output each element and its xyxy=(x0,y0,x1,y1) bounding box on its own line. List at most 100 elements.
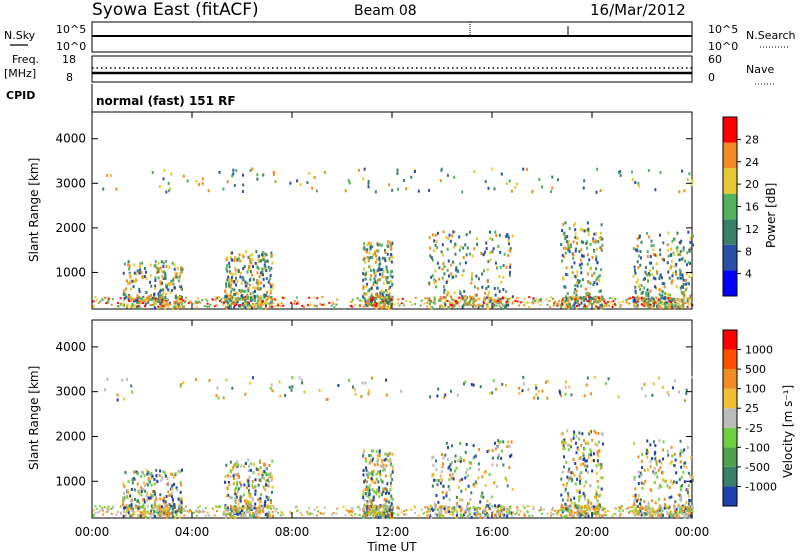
echo-cell xyxy=(375,511,378,514)
echo-cell xyxy=(504,476,507,480)
echo-cell xyxy=(671,304,674,307)
echo-cell xyxy=(381,513,384,517)
echo-cell xyxy=(226,293,229,297)
echo-cell xyxy=(578,474,581,478)
echo-cell xyxy=(621,509,624,512)
echo-cell xyxy=(525,505,528,508)
echo-cell xyxy=(149,263,152,267)
echo-cell xyxy=(132,513,135,516)
echo-cell xyxy=(587,456,590,460)
echo-cell xyxy=(532,299,535,302)
echo-cell xyxy=(640,386,643,390)
echo-cell xyxy=(230,271,233,275)
echo-cell xyxy=(244,280,247,284)
echo-cell xyxy=(645,291,648,295)
echo-cell xyxy=(160,281,163,285)
echo-cell xyxy=(636,278,639,282)
echo-cell xyxy=(146,472,149,476)
echo-cell xyxy=(123,506,126,510)
echo-cell xyxy=(507,507,510,511)
echo-cell xyxy=(298,376,301,380)
echo-cell xyxy=(676,510,679,513)
echo-cell xyxy=(639,249,642,253)
echo-cell xyxy=(260,259,263,263)
nsky-tick-top: 10^5 xyxy=(56,23,86,36)
echo-cell xyxy=(642,513,645,516)
echo-cell xyxy=(567,507,570,511)
colorbar-tick-label: 100 xyxy=(745,383,766,396)
echo-cell xyxy=(549,511,552,514)
echo-cell xyxy=(242,173,245,177)
echo-cell xyxy=(659,466,662,470)
echo-cell xyxy=(587,232,590,236)
echo-cell xyxy=(257,297,260,300)
echo-cell xyxy=(650,244,653,248)
echo-cell xyxy=(646,439,649,443)
echo-cell xyxy=(471,254,474,258)
echo-cell xyxy=(505,181,508,185)
echo-cell xyxy=(676,297,679,301)
echo-cell xyxy=(166,303,169,306)
echo-cell xyxy=(256,279,259,283)
echo-cell xyxy=(165,515,168,519)
echo-cell xyxy=(166,482,169,486)
echo-cell xyxy=(494,504,497,508)
echo-cell xyxy=(506,440,509,444)
echo-cell xyxy=(603,304,606,307)
echo-cell xyxy=(142,297,145,300)
echo-cell xyxy=(389,305,392,308)
echo-cell xyxy=(266,478,269,482)
echo-cell xyxy=(231,467,234,471)
echo-cell xyxy=(667,231,670,235)
echo-cell xyxy=(326,397,329,401)
echo-cell xyxy=(576,236,579,240)
echo-cell xyxy=(239,304,242,307)
echo-cell xyxy=(272,506,275,509)
echo-cell xyxy=(147,300,150,304)
echo-cell xyxy=(471,300,474,303)
echo-cell xyxy=(605,305,608,308)
echo-cell xyxy=(122,497,125,501)
echo-cell xyxy=(434,233,437,237)
echo-cell xyxy=(585,291,588,295)
echo-cell xyxy=(563,247,566,251)
echo-cell xyxy=(170,492,173,496)
echo-cell xyxy=(372,303,375,306)
echo-cell xyxy=(522,167,525,171)
echo-cell xyxy=(633,305,636,308)
echo-cell xyxy=(464,300,467,303)
echo-cell xyxy=(255,509,258,513)
echo-cell xyxy=(426,301,429,304)
echo-cell xyxy=(481,475,484,479)
echo-cell xyxy=(477,298,480,301)
echo-cell xyxy=(671,239,674,243)
echo-cell xyxy=(350,514,353,517)
echo-cell xyxy=(249,468,252,472)
echo-cell xyxy=(366,301,369,305)
echo-cell xyxy=(440,296,443,299)
echo-cell xyxy=(633,478,636,482)
echo-cell xyxy=(252,470,255,474)
echo-cell xyxy=(400,302,403,305)
echo-cell xyxy=(652,507,655,511)
echo-cell xyxy=(94,296,97,299)
echo-cell xyxy=(171,511,174,515)
echo-cell xyxy=(473,247,476,251)
colorbar-segment xyxy=(723,117,737,143)
echo-cell xyxy=(688,509,691,513)
echo-cell xyxy=(498,275,501,279)
echo-cell xyxy=(154,297,157,300)
echo-cell xyxy=(501,297,504,300)
echo-cell xyxy=(269,474,272,478)
echo-cell xyxy=(269,471,272,475)
echo-cell xyxy=(618,506,621,509)
echo-cell xyxy=(123,492,126,496)
echo-cell xyxy=(362,473,365,477)
echo-cell xyxy=(677,305,680,309)
echo-cell xyxy=(561,442,564,446)
echo-cell xyxy=(371,298,374,301)
echo-cell xyxy=(562,447,565,451)
echo-cell xyxy=(162,177,165,181)
echo-cell xyxy=(636,260,639,264)
echo-cell xyxy=(424,506,427,509)
